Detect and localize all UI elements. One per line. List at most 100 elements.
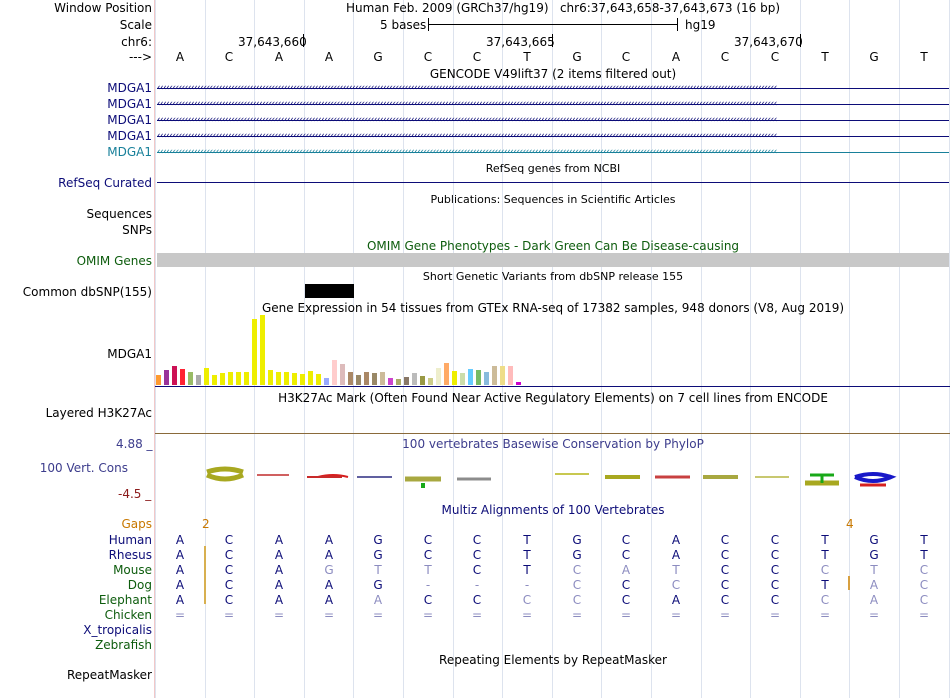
gtex-bar[interactable]: [372, 373, 377, 385]
gtex-bar[interactable]: [308, 370, 313, 385]
gtex-bar[interactable]: [300, 373, 305, 385]
publications-snps-label[interactable]: SNPs: [122, 223, 152, 237]
gtex-bar[interactable]: [444, 363, 449, 385]
gtex-bar[interactable]: [156, 375, 161, 385]
cons-label[interactable]: 100 Vert. Cons: [39, 461, 128, 475]
gtex-bar[interactable]: [332, 360, 337, 385]
multiz-species-label[interactable]: Human: [108, 533, 152, 547]
gtex-bar[interactable]: [508, 365, 513, 385]
omim-track-title[interactable]: OMIM Gene Phenotypes - Dark Green Can Be…: [366, 239, 740, 253]
gtex-bar[interactable]: [252, 319, 257, 385]
gtex-label[interactable]: MDGA1: [107, 347, 152, 361]
gtex-bar[interactable]: [388, 378, 393, 385]
gtex-bar[interactable]: [268, 370, 273, 385]
repeatmasker-label[interactable]: RepeatMasker: [66, 668, 152, 682]
repeatmasker-track-title[interactable]: Repeating Elements by RepeatMasker: [439, 653, 667, 667]
gtex-bar[interactable]: [172, 366, 177, 385]
gtex-bar[interactable]: [412, 373, 417, 385]
gtex-bar[interactable]: [212, 375, 217, 385]
multiz-base: A: [175, 533, 185, 547]
gtex-bar[interactable]: [204, 367, 209, 385]
gtex-bar[interactable]: [324, 378, 329, 385]
gtex-bar[interactable]: [484, 371, 489, 385]
gencode-gene-line[interactable]: [157, 104, 949, 105]
sequence-base: C: [621, 50, 631, 64]
gtex-bar[interactable]: [396, 379, 401, 385]
cons-track-title[interactable]: 100 vertebrates Basewise Conservation by…: [402, 437, 704, 451]
gtex-bar[interactable]: [188, 372, 193, 385]
gtex-bar[interactable]: [420, 376, 425, 385]
gtex-bar[interactable]: [380, 371, 385, 385]
gencode-gene-label[interactable]: MDGA1: [107, 129, 152, 143]
refseq-label[interactable]: RefSeq Curated: [58, 176, 152, 190]
gtex-bar[interactable]: [196, 374, 201, 385]
gtex-bar[interactable]: [236, 371, 241, 385]
gtex-bar[interactable]: [516, 382, 521, 385]
gtex-bar[interactable]: [340, 364, 345, 385]
multiz-species-label[interactable]: Mouse: [113, 563, 152, 577]
gencode-strand-arrows: ‹‹‹‹‹‹‹‹‹‹‹‹‹‹‹‹‹‹‹‹‹‹‹‹‹‹‹‹‹‹‹‹‹‹‹‹‹‹‹‹…: [157, 83, 777, 93]
gtex-bar[interactable]: [452, 370, 457, 385]
h3k27ac-label[interactable]: Layered H3K27Ac: [45, 406, 152, 420]
gtex-bar[interactable]: [468, 368, 473, 385]
multiz-species-label[interactable]: Rhesus: [108, 548, 152, 562]
publications-sequences-label[interactable]: Sequences: [86, 207, 152, 221]
gtex-track-title[interactable]: Gene Expression in 54 tissues from GTEx …: [261, 301, 845, 315]
gtex-bar[interactable]: [460, 373, 465, 385]
gtex-bar[interactable]: [220, 373, 225, 385]
cons-logo[interactable]: [155, 455, 950, 495]
gap-count: 2: [202, 517, 210, 531]
gencode-gene-label[interactable]: MDGA1: [107, 81, 152, 95]
gtex-bar[interactable]: [404, 376, 409, 385]
gtex-bar[interactable]: [500, 366, 505, 385]
gtex-bar[interactable]: [492, 365, 497, 385]
gtex-bar[interactable]: [180, 368, 185, 385]
gencode-gene-label[interactable]: MDGA1: [107, 97, 152, 111]
gtex-bar[interactable]: [260, 315, 265, 385]
sequence-base: T: [821, 50, 829, 64]
cons-max-label: 4.88 _: [116, 437, 153, 451]
dbsnp-track-title[interactable]: Short Genetic Variants from dbSNP releas…: [422, 270, 684, 283]
gtex-bar[interactable]: [356, 374, 361, 385]
gtex-bar-chart[interactable]: [155, 312, 555, 385]
gtex-bar[interactable]: [164, 370, 169, 385]
gencode-gene-line[interactable]: [157, 152, 949, 153]
omim-gene-bar[interactable]: [157, 253, 949, 267]
gtex-bar[interactable]: [428, 377, 433, 385]
omim-label[interactable]: OMIM Genes: [76, 254, 152, 268]
h3k27ac-track-title[interactable]: H3K27Ac Mark (Often Found Near Active Re…: [278, 391, 828, 405]
dbsnp-variant[interactable]: [305, 284, 354, 298]
grid-line: [899, 0, 900, 698]
gencode-gene-line[interactable]: [157, 136, 949, 137]
gtex-bar[interactable]: [244, 372, 249, 385]
multiz-species-label[interactable]: Elephant: [98, 593, 152, 607]
gtex-bar[interactable]: [228, 372, 233, 385]
gencode-gene-label[interactable]: MDGA1: [107, 113, 152, 127]
coord-tick-label: 37,643,665: [486, 35, 555, 49]
gencode-gene-line[interactable]: [157, 88, 949, 89]
gtex-bar[interactable]: [276, 371, 281, 385]
dbsnp-label[interactable]: Common dbSNP(155): [22, 285, 152, 299]
gtex-bar[interactable]: [348, 371, 353, 385]
multiz-species-label[interactable]: X_tropicalis: [83, 623, 152, 637]
multiz-base: G: [373, 578, 383, 592]
multiz-base: C: [720, 563, 730, 577]
multiz-species-label[interactable]: Zebrafish: [95, 638, 152, 652]
gencode-track-title[interactable]: GENCODE V49lift37 (2 items filtered out): [429, 67, 677, 81]
multiz-species-label[interactable]: Dog: [127, 578, 152, 592]
publications-track-title[interactable]: Publications: Sequences in Scientific Ar…: [430, 193, 676, 206]
gencode-gene-line[interactable]: [157, 120, 949, 121]
gencode-gene-label[interactable]: MDGA1: [107, 145, 152, 159]
multiz-species-label[interactable]: Chicken: [104, 608, 152, 622]
gtex-bar[interactable]: [316, 373, 321, 385]
multiz-track-title[interactable]: Multiz Alignments of 100 Vertebrates: [441, 503, 665, 517]
gtex-bar[interactable]: [476, 370, 481, 385]
gtex-bar[interactable]: [364, 371, 369, 385]
gtex-bar[interactable]: [284, 372, 289, 385]
gtex-bar[interactable]: [292, 373, 297, 385]
multiz-base: C: [472, 548, 482, 562]
multiz-gaps-label[interactable]: Gaps: [121, 517, 152, 531]
gtex-bar[interactable]: [436, 367, 441, 385]
refseq-gene-line[interactable]: [157, 182, 949, 183]
refseq-track-title[interactable]: RefSeq genes from NCBI: [485, 162, 621, 175]
